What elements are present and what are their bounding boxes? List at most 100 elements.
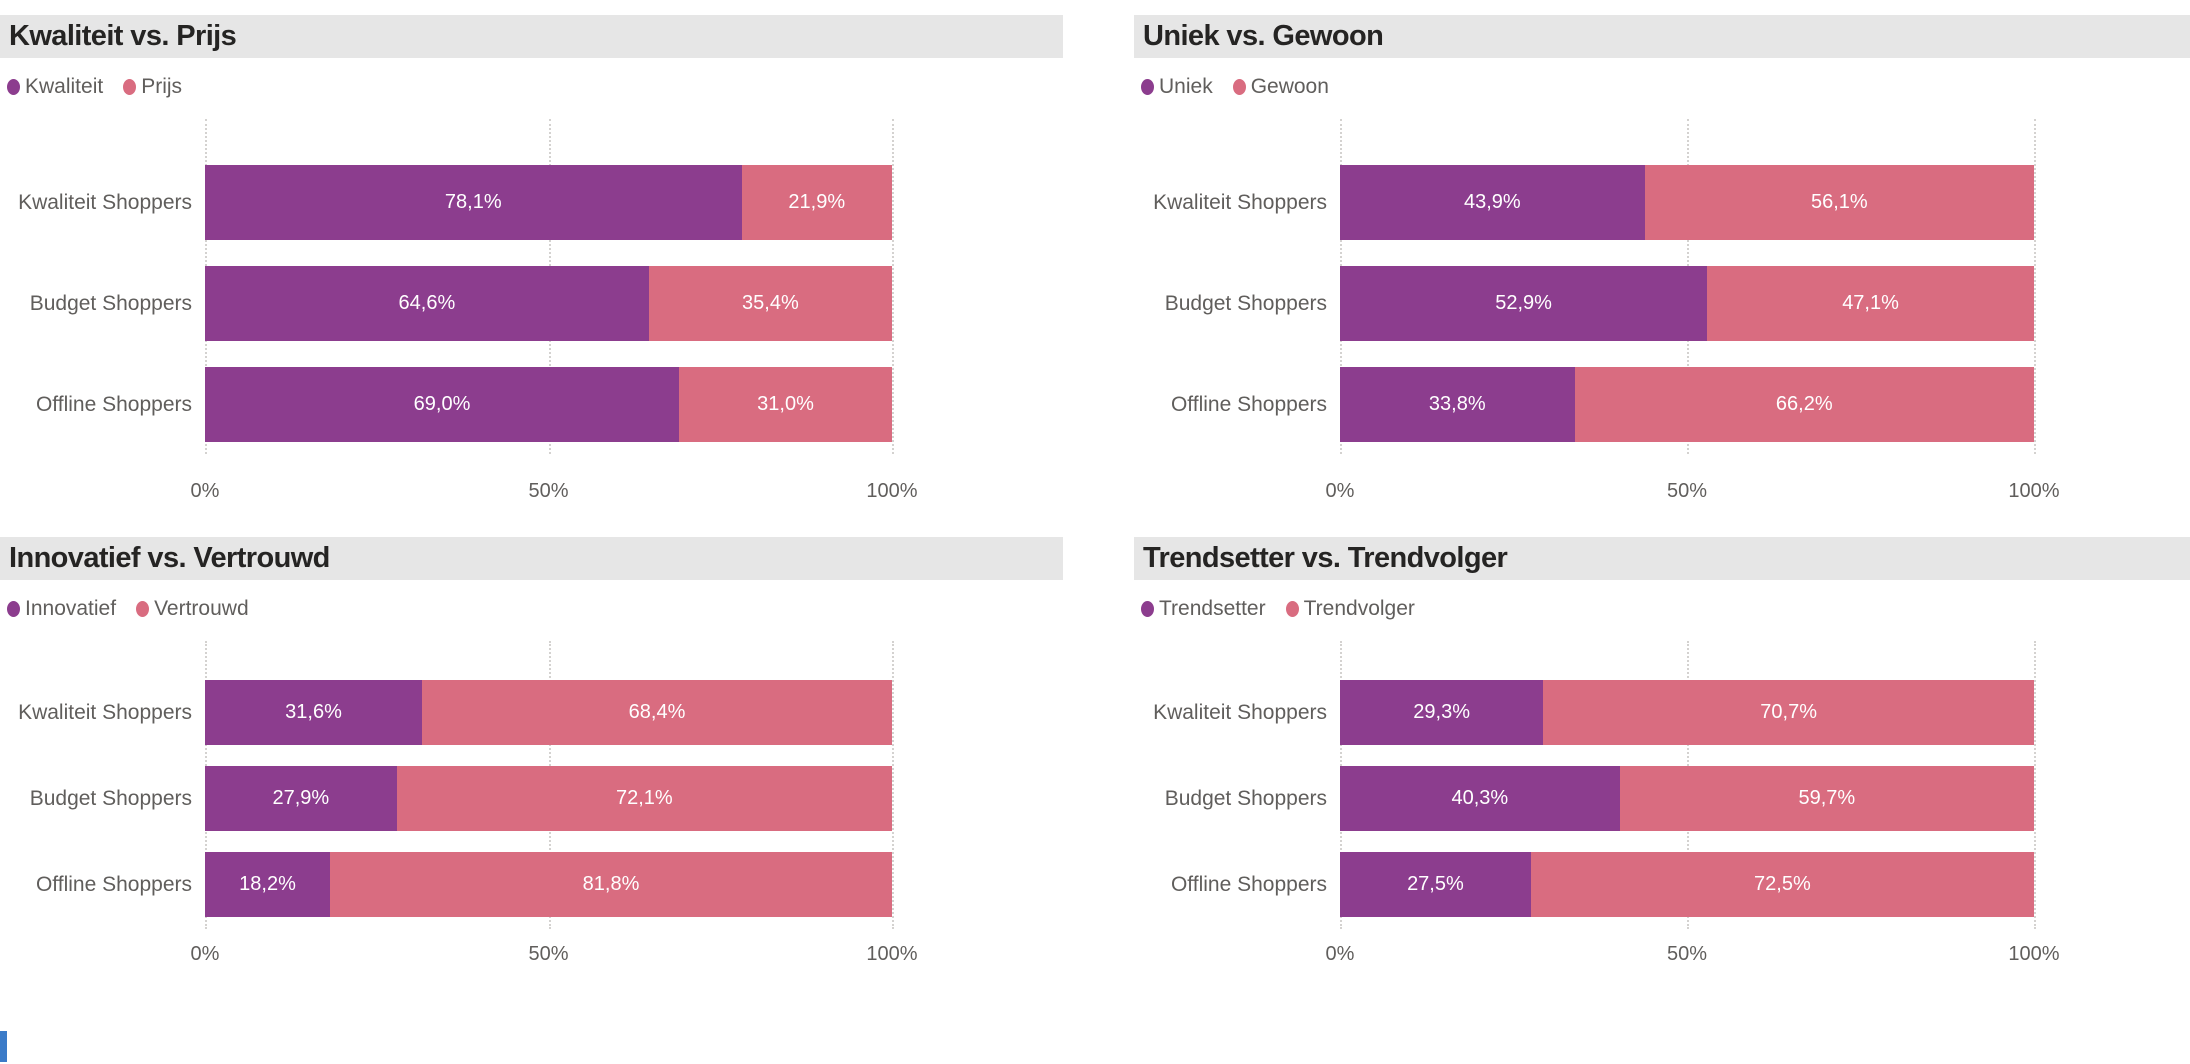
chart-title-bar: Kwaliteit vs. Prijs <box>0 15 1063 58</box>
legend-marker-icon <box>1285 601 1299 617</box>
x-axis-tick-label: 50% <box>1666 480 1708 502</box>
legend-label: Trendvolger <box>1303 597 1415 620</box>
chart-title-bar: Innovatief vs. Vertrouwd <box>0 537 1063 580</box>
x-axis-tick-label: 0% <box>1325 943 1355 965</box>
bar-value-label: 68,4% <box>628 701 686 723</box>
legend: Innovatief Vertrouwd <box>7 595 1063 623</box>
category-label: Offline Shoppers <box>35 392 192 416</box>
bar-value-label: 40,3% <box>1451 787 1509 809</box>
bar-row: 78,1% 21,9% <box>205 165 892 240</box>
bar-segment[interactable]: 81,8% <box>330 852 892 917</box>
chart-title: Trendsetter vs. Trendvolger <box>1143 542 1508 574</box>
bar-row: 27,5% 72,5% <box>1340 852 2034 917</box>
x-axis: 0% 50% 100% <box>191 943 918 969</box>
bar-segment[interactable]: 27,5% <box>1340 852 1531 917</box>
bar-segment[interactable]: 56,1% <box>1644 165 2034 240</box>
bar-segment[interactable]: 69,0% <box>205 367 680 442</box>
bar-row: 43,9% 56,1% <box>1340 165 2034 240</box>
x-axis-tick-label: 50% <box>1666 943 1708 965</box>
bar-segment[interactable]: 29,3% <box>1340 680 1544 745</box>
category-label: Offline Shoppers <box>35 872 192 896</box>
bar-value-label: 43,9% <box>1463 191 1521 213</box>
bar-value-label: 31,6% <box>285 701 342 723</box>
bar-row: 64,6% 35,4% <box>205 266 892 341</box>
category-label: Kwaliteit Shoppers <box>1153 190 1327 214</box>
bar-segment[interactable]: 31,6% <box>205 680 423 745</box>
bar-segment[interactable]: 47,1% <box>1707 266 2034 341</box>
bar-segment[interactable]: 43,9% <box>1340 165 1645 240</box>
category-label: Kwaliteit Shoppers <box>18 190 192 214</box>
bar-segment[interactable]: 72,5% <box>1530 852 2034 917</box>
category-label: Budget Shoppers <box>1164 291 1327 315</box>
bar-segment[interactable]: 59,7% <box>1619 766 2034 831</box>
category-label: Offline Shoppers <box>1170 392 1327 416</box>
category-label: Budget Shoppers <box>29 786 192 810</box>
gridline <box>2034 119 2036 454</box>
bar-value-label: 72,5% <box>1754 873 1811 895</box>
bar-segment[interactable]: 33,8% <box>1340 367 1575 442</box>
bar-value-label: 81,8% <box>582 873 640 895</box>
bar-segment[interactable]: 35,4% <box>648 266 892 341</box>
chart-title-bar: Trendsetter vs. Trendvolger <box>1134 537 2190 580</box>
category-labels: Kwaliteit Shoppers Budget Shoppers Offline… <box>0 119 205 454</box>
bar-segment[interactable]: 72,1% <box>396 766 892 831</box>
gridline <box>2034 641 2036 929</box>
bar-value-label: 52,9% <box>1495 292 1552 314</box>
legend-item[interactable]: Trendvolger <box>1285 597 1415 621</box>
x-axis-tick-label: 100% <box>2008 943 2060 965</box>
legend-item[interactable]: Gewoon <box>1232 75 1329 99</box>
bar-value-label: 27,5% <box>1407 873 1464 895</box>
x-axis-tick-label: 100% <box>866 480 918 502</box>
legend-item[interactable]: Kwaliteit <box>7 75 103 99</box>
bar-row: 52,9% 47,1% <box>1340 266 2034 341</box>
chart-title: Uniek vs. Gewoon <box>1143 20 1384 52</box>
legend-item[interactable]: Trendsetter <box>1141 597 1266 621</box>
legend-item[interactable]: Uniek <box>1141 75 1213 99</box>
category-label: Budget Shoppers <box>1164 786 1327 810</box>
legend-item[interactable]: Vertrouwd <box>136 597 249 621</box>
bar-segment[interactable]: 68,4% <box>422 680 892 745</box>
plot-area: Kwaliteit Shoppers Budget Shoppers Offline… <box>0 641 1063 929</box>
x-axis-tick-label: 0% <box>190 480 220 502</box>
bar-value-label: 59,7% <box>1798 787 1856 809</box>
bar-segment[interactable]: 70,7% <box>1543 680 2034 745</box>
bar-segment[interactable]: 78,1% <box>205 165 742 240</box>
legend-marker-icon <box>1232 79 1246 95</box>
chart-panel-uniek-vs-gewoon: Uniek vs. Gewoon Uniek Gewoon Kwaliteit S… <box>1134 15 2190 506</box>
bar-segment[interactable]: 64,6% <box>205 266 649 341</box>
legend-item[interactable]: Prijs <box>123 75 182 99</box>
bar-value-label: 27,9% <box>272 787 330 809</box>
x-axis: 0% 50% 100% <box>191 480 918 506</box>
bar-value-label: 56,1% <box>1810 191 1868 213</box>
bar-segment[interactable]: 31,0% <box>679 367 892 442</box>
legend-label: Innovatief <box>25 597 117 620</box>
legend-marker-icon <box>7 601 20 617</box>
bar-segment[interactable]: 40,3% <box>1340 766 1620 831</box>
category-label: Budget Shoppers <box>29 291 192 315</box>
bar-value-label: 47,1% <box>1842 292 1899 314</box>
bar-row: 40,3% 59,7% <box>1340 766 2034 831</box>
x-axis-tick-label: 100% <box>866 943 918 965</box>
legend-item[interactable]: Innovatief <box>7 597 116 621</box>
bar-row: 18,2% 81,8% <box>205 852 892 917</box>
bar-segment[interactable]: 66,2% <box>1574 367 2034 442</box>
legend-marker-icon <box>1141 79 1154 95</box>
chart-title: Innovatief vs. Vertrouwd <box>9 542 330 574</box>
legend-label: Prijs <box>141 75 183 98</box>
blue-accent-bar <box>0 1031 7 1062</box>
bar-value-label: 29,3% <box>1413 701 1471 723</box>
bar-value-label: 64,6% <box>398 292 456 314</box>
bar-segment[interactable]: 18,2% <box>205 852 331 917</box>
bar-segment[interactable]: 52,9% <box>1340 266 1708 341</box>
category-label: Offline Shoppers <box>1170 872 1327 896</box>
bar-value-label: 18,2% <box>239 873 296 895</box>
plot-area: Kwaliteit Shoppers Budget Shoppers Offline… <box>1134 119 2190 454</box>
bar-segment[interactable]: 27,9% <box>205 766 397 831</box>
bar-segment[interactable]: 21,9% <box>741 165 892 240</box>
bar-value-label: 31,0% <box>757 393 814 415</box>
legend-label: Kwaliteit <box>25 75 104 98</box>
bars: 31,6% 68,4% 27,9% 72,1% 18,2% 81,8% <box>205 641 894 929</box>
chart-panel-kwaliteit-vs-prijs: Kwaliteit vs. Prijs Kwaliteit Prijs Kwali… <box>0 15 1063 506</box>
bar-row: 69,0% 31,0% <box>205 367 892 442</box>
x-axis-tick-label: 0% <box>190 943 220 965</box>
